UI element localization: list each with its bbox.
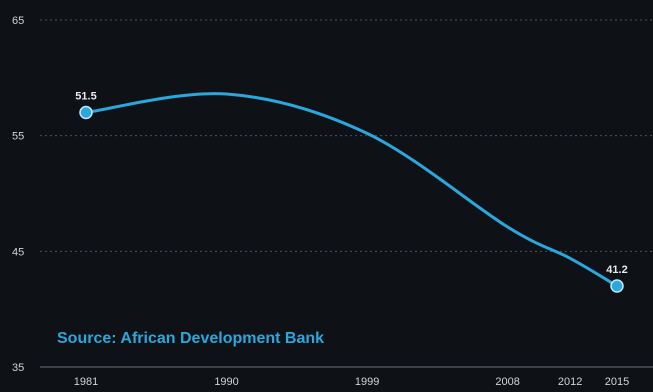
series-layer [84,92,619,288]
x-tick-label: 2008 [495,376,519,388]
data-point-marker [610,279,624,293]
x-axis-ticks: 1981 1990 1999 2008 2012 2015 [74,376,629,388]
x-tick-label: 2015 [605,376,629,388]
y-tick-label: 45 [12,246,24,258]
y-tick-label: 65 [12,15,24,27]
marker-layer [79,105,624,293]
data-label: 41.2 [606,264,627,276]
y-tick-label: 35 [12,362,24,374]
data-point-marker [79,105,93,120]
y-tick-label: 55 [12,131,24,143]
source-note: Source: African Development Bank [57,330,324,347]
x-tick-label: 1999 [355,376,379,388]
x-tick-label: 2012 [558,376,582,388]
data-label: 51.5 [75,91,96,103]
x-tick-label: 1990 [214,376,238,388]
data-label-layer: 51.5 41.2 [75,91,627,276]
series-line [84,92,619,288]
y-axis-ticks: 65 55 45 35 [12,15,24,374]
x-tick-label: 1981 [74,376,98,388]
grid-layer [40,19,653,368]
